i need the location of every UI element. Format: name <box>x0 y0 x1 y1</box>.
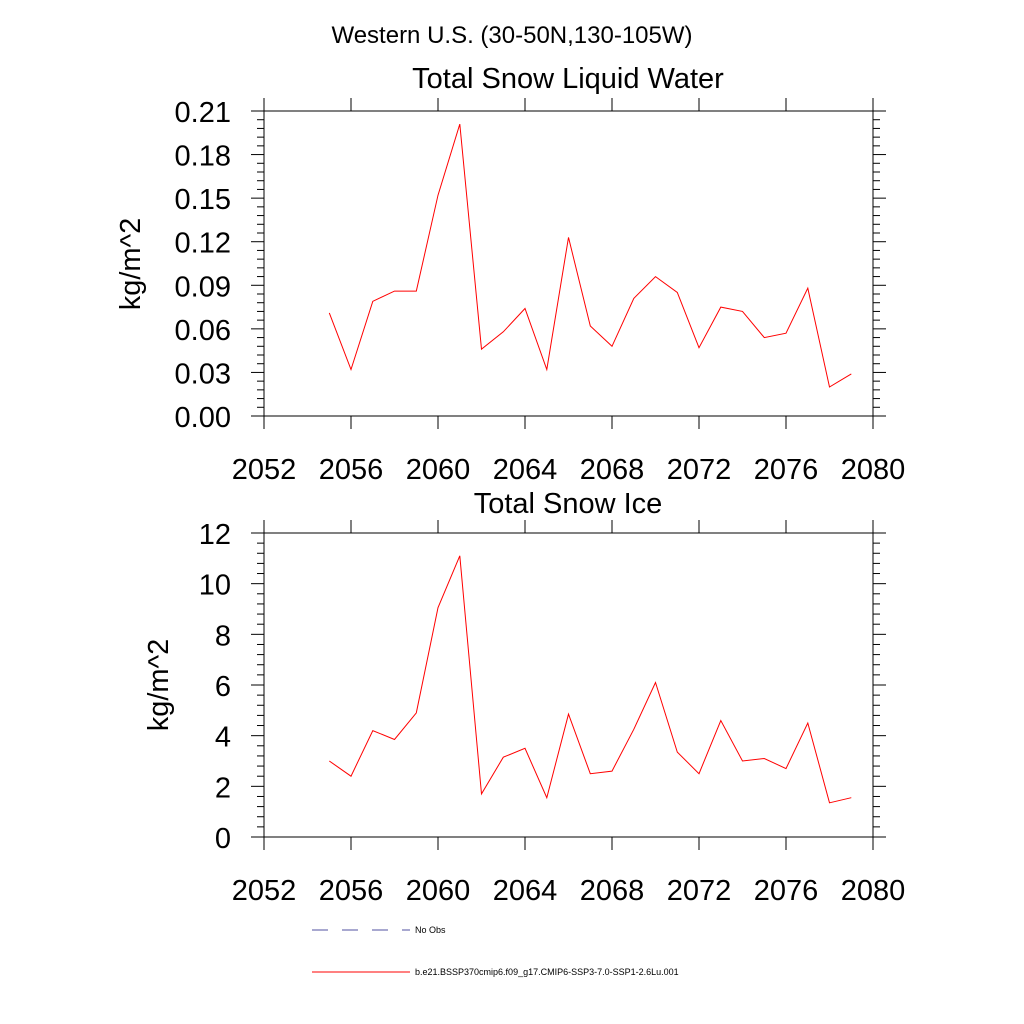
x-tick-label: 2080 <box>841 875 906 907</box>
y-axis-label: kg/m^2 <box>115 218 147 311</box>
series <box>329 555 852 804</box>
x-tick-label: 2060 <box>406 875 471 907</box>
x-tick-label: 2076 <box>754 875 819 907</box>
y-tick-label: 10 <box>199 570 231 602</box>
y-tick-label: 8 <box>215 620 231 652</box>
y-tick-label: 0.12 <box>175 228 231 260</box>
x-tick-label: 2080 <box>841 454 906 486</box>
y-tick-label: 12 <box>199 519 231 551</box>
plot-frame <box>263 532 874 838</box>
legend: No Obs b.e21.BSSP370cmip6.f09_g17.CMIP6-… <box>312 925 679 977</box>
x-tick-label: 2072 <box>667 454 732 486</box>
x-tick-label: 2072 <box>667 875 732 907</box>
x-tick-label: 2060 <box>406 454 471 486</box>
legend-label-no-obs: No Obs <box>415 925 446 935</box>
x-tick-label: 2076 <box>754 454 819 486</box>
x-tick-label: 2056 <box>319 875 384 907</box>
y-tick-label: 0.21 <box>175 97 231 129</box>
x-tick-label: 2064 <box>493 454 558 486</box>
panel-title: Total Snow Ice <box>474 488 663 520</box>
panel-title: Total Snow Liquid Water <box>412 63 724 95</box>
legend-label-model: b.e21.BSSP370cmip6.f09_g17.CMIP6-SSP3-7.… <box>415 967 679 977</box>
y-tick-label: 4 <box>215 722 231 754</box>
y-tick-label: 0 <box>215 823 231 855</box>
y-tick-label: 0.03 <box>175 358 231 390</box>
series-line <box>328 123 852 388</box>
ticks <box>251 98 886 429</box>
ticks <box>251 520 886 850</box>
y-tick-label: 6 <box>215 671 231 703</box>
suptitle: Western U.S. (30-50N,130-105W) <box>331 22 692 49</box>
y-tick-label: 0.06 <box>175 315 231 347</box>
y-tick-label: 0.09 <box>175 271 231 303</box>
x-tick-label: 2068 <box>580 875 645 907</box>
x-tick-label: 2056 <box>319 454 384 486</box>
panel-snow-ice: Total Snow Ice kg/m^2 2052 2056 2060 2064 20… <box>143 488 905 907</box>
tick-labels: 2052 2056 2060 2064 2068 2072 2076 2080 0.00 0.03… <box>175 97 906 486</box>
series <box>328 123 852 388</box>
y-axis-label: kg/m^2 <box>143 639 175 732</box>
panel-snow-liquid-water: Total Snow Liquid Water kg/m^2 2052 2056 2… <box>115 63 905 486</box>
y-tick-label: 0.15 <box>175 184 231 216</box>
tick-labels: 2052 2056 2060 2064 2068 2072 2076 2080 0 2 4 6 8 10 1… <box>199 519 906 907</box>
x-tick-label: 2052 <box>232 454 297 486</box>
y-tick-label: 0.00 <box>175 402 231 434</box>
y-tick-label: 2 <box>215 772 231 804</box>
x-tick-label: 2064 <box>493 875 558 907</box>
plot-frame <box>263 110 874 417</box>
x-tick-label: 2052 <box>232 875 297 907</box>
series-line <box>329 555 852 804</box>
x-tick-label: 2068 <box>580 454 645 486</box>
y-tick-label: 0.18 <box>175 141 231 173</box>
